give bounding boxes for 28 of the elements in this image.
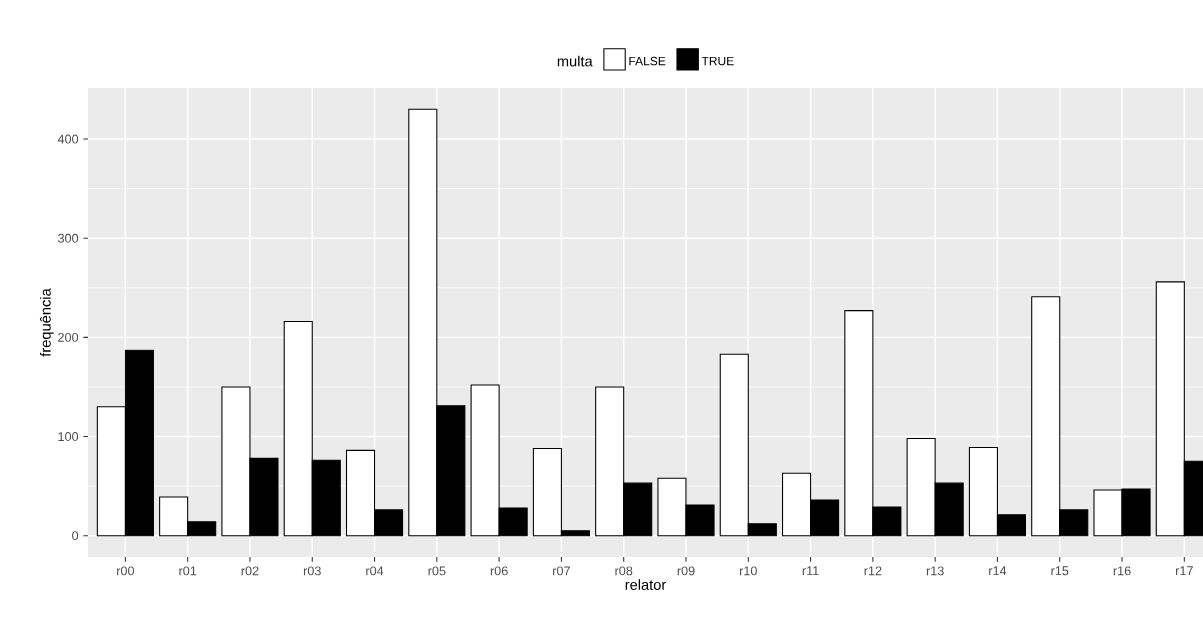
x-axis-title: relator [625, 579, 667, 590]
y-tick-label: 0 [72, 531, 79, 541]
x-tick-label: r09 [677, 566, 695, 576]
x-tick-label: r03 [303, 566, 321, 576]
x-tick-label: r13 [926, 566, 944, 576]
y-tick-label: 300 [57, 233, 79, 243]
legend-label: TRUE [701, 56, 734, 66]
x-tick-label: r04 [366, 566, 384, 576]
x-tick-label: r05 [428, 566, 446, 576]
x-tick-label: r10 [739, 566, 757, 576]
y-tick-label: 100 [58, 432, 79, 442]
y-tick-label: 400 [57, 134, 79, 144]
x-tick-label: r14 [989, 566, 1007, 576]
x-tick-label: r11 [802, 566, 819, 576]
x-tick-label: r16 [1113, 566, 1131, 576]
y-tick-label: 200 [58, 332, 79, 342]
x-tick-label: r00 [117, 566, 135, 576]
y-axis-title: frequência [39, 288, 54, 357]
x-tick-label: r15 [1051, 566, 1069, 576]
x-tick-label: r07 [553, 566, 570, 576]
x-tick-label: r01 [179, 566, 197, 576]
legend-title: multa [557, 55, 593, 67]
x-tick-label: r17 [1176, 566, 1193, 576]
legend-label: FALSE [629, 56, 666, 66]
x-tick-label: r02 [241, 566, 259, 576]
x-tick-label: r06 [490, 566, 508, 576]
x-tick-label: r12 [864, 566, 882, 576]
x-tick-label: r08 [615, 566, 633, 576]
